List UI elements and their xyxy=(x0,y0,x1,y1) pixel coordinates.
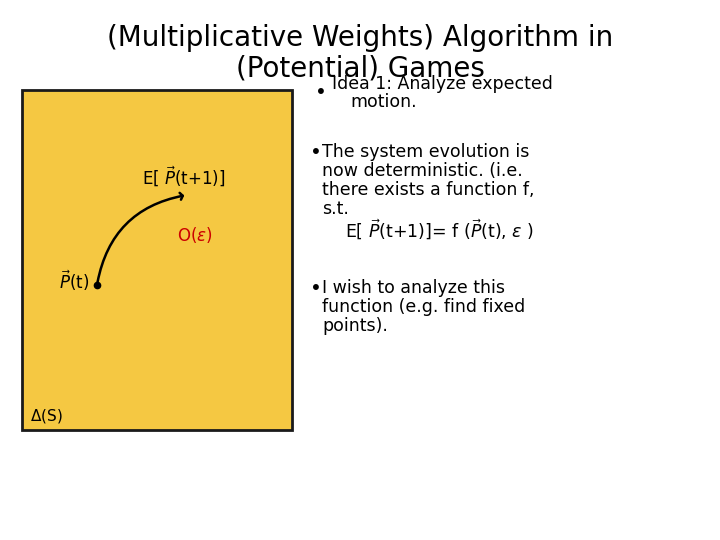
Text: s.t.: s.t. xyxy=(322,200,349,218)
Text: E[ $\vec{P}$(t+1)]= f ($\vec{P}$(t), $\varepsilon$ ): E[ $\vec{P}$(t+1)]= f ($\vec{P}$(t), $\v… xyxy=(345,218,534,242)
Text: E[ $\vec{P}$(t+1)]: E[ $\vec{P}$(t+1)] xyxy=(142,165,225,189)
Text: O($\varepsilon$): O($\varepsilon$) xyxy=(177,225,212,245)
Text: (Potential) Games: (Potential) Games xyxy=(235,54,485,82)
Text: function (e.g. find fixed: function (e.g. find fixed xyxy=(322,298,526,316)
Text: motion.: motion. xyxy=(350,93,417,111)
Text: I wish to analyze this: I wish to analyze this xyxy=(322,279,505,297)
Text: $\vec{P}$(t): $\vec{P}$(t) xyxy=(59,269,89,293)
Text: Idea 1: Analyze expected: Idea 1: Analyze expected xyxy=(332,75,553,93)
Text: there exists a function f,: there exists a function f, xyxy=(322,181,534,199)
Text: •: • xyxy=(315,83,327,102)
Text: (Multiplicative Weights) Algorithm in: (Multiplicative Weights) Algorithm in xyxy=(107,24,613,52)
Text: points).: points). xyxy=(322,317,388,335)
Text: •: • xyxy=(310,143,322,161)
Text: now deterministic. (i.e.: now deterministic. (i.e. xyxy=(322,162,523,180)
Bar xyxy=(22,90,292,430)
Text: $\Delta$(S): $\Delta$(S) xyxy=(30,407,63,425)
Text: •: • xyxy=(310,279,322,298)
Text: The system evolution is: The system evolution is xyxy=(322,143,529,161)
